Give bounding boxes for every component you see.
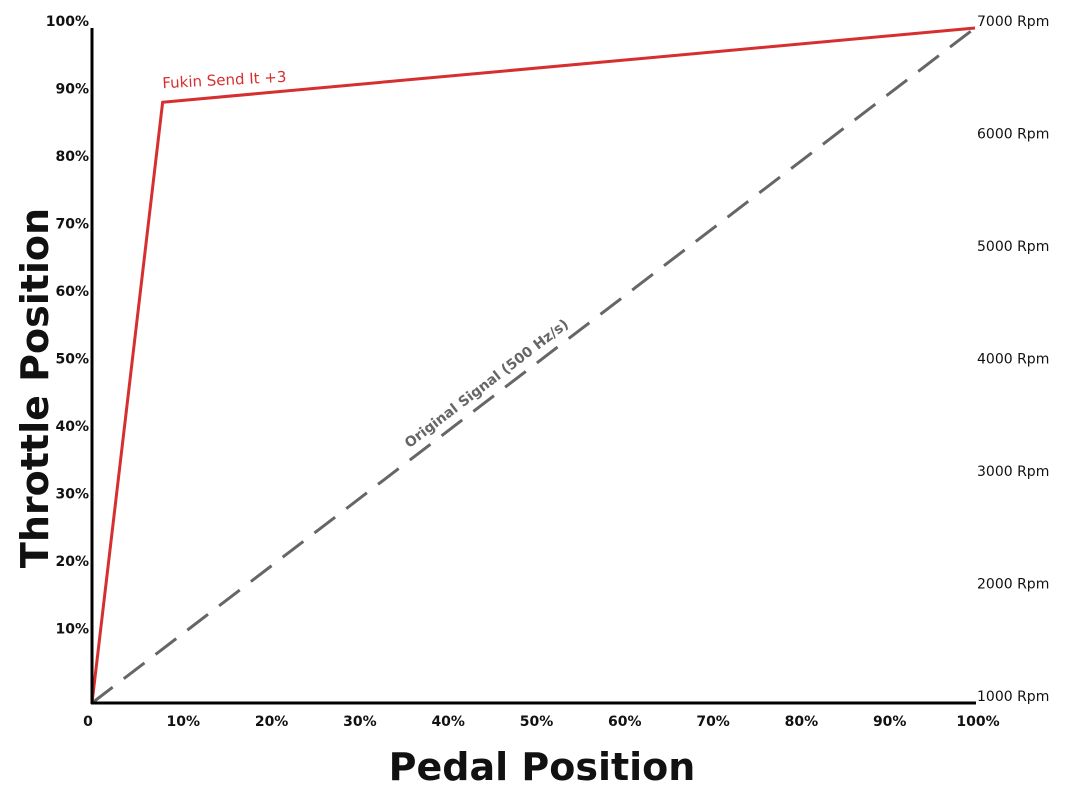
x-tick-label: 0 xyxy=(83,714,93,730)
x-tick-label: 30% xyxy=(343,714,377,730)
rpm-tick-label: 6000 Rpm xyxy=(977,127,1049,143)
series-line-0 xyxy=(90,26,976,704)
y-tick-label: 60% xyxy=(55,284,89,300)
rpm-tick-label: 1000 Rpm xyxy=(977,689,1049,705)
y-tick-label: 50% xyxy=(55,352,89,368)
x-tick-label: 40% xyxy=(431,714,465,730)
y-axis-title: Throttle Position xyxy=(13,208,57,568)
rpm-tick-label: 5000 Rpm xyxy=(977,239,1049,255)
rpm-tick-label: 7000 Rpm xyxy=(977,14,1049,30)
x-tick-label: 100% xyxy=(956,714,999,730)
series-line-1 xyxy=(91,26,976,705)
x-tick-label: 20% xyxy=(255,714,289,730)
y-tick-label: 30% xyxy=(55,487,89,503)
x-tick-label: 50% xyxy=(520,714,554,730)
y-tick-label: 20% xyxy=(55,554,89,570)
x-tick-label: 10% xyxy=(167,714,201,730)
x-axis-title: Pedal Position xyxy=(389,745,696,789)
y-tick-label: 100% xyxy=(46,14,89,30)
y-tick-label: 80% xyxy=(55,149,89,165)
rpm-tick-label: 4000 Rpm xyxy=(977,352,1049,368)
y-tick-label: 70% xyxy=(55,217,89,233)
x-tick-label: 90% xyxy=(873,714,907,730)
x-tick-label: 70% xyxy=(696,714,730,730)
series-label-send-it: Fukin Send It +3 xyxy=(162,68,287,92)
rpm-tick-label: 3000 Rpm xyxy=(977,464,1049,480)
y-tick-label: 40% xyxy=(55,419,89,435)
x-tick-label: 80% xyxy=(785,714,819,730)
x-tick-label: 60% xyxy=(608,714,642,730)
y-tick-label: 10% xyxy=(55,622,89,638)
series-label-original: Original Signal (500 Hz/s) xyxy=(402,316,572,451)
rpm-tick-label: 2000 Rpm xyxy=(977,577,1049,593)
y-tick-label: 90% xyxy=(55,82,89,98)
